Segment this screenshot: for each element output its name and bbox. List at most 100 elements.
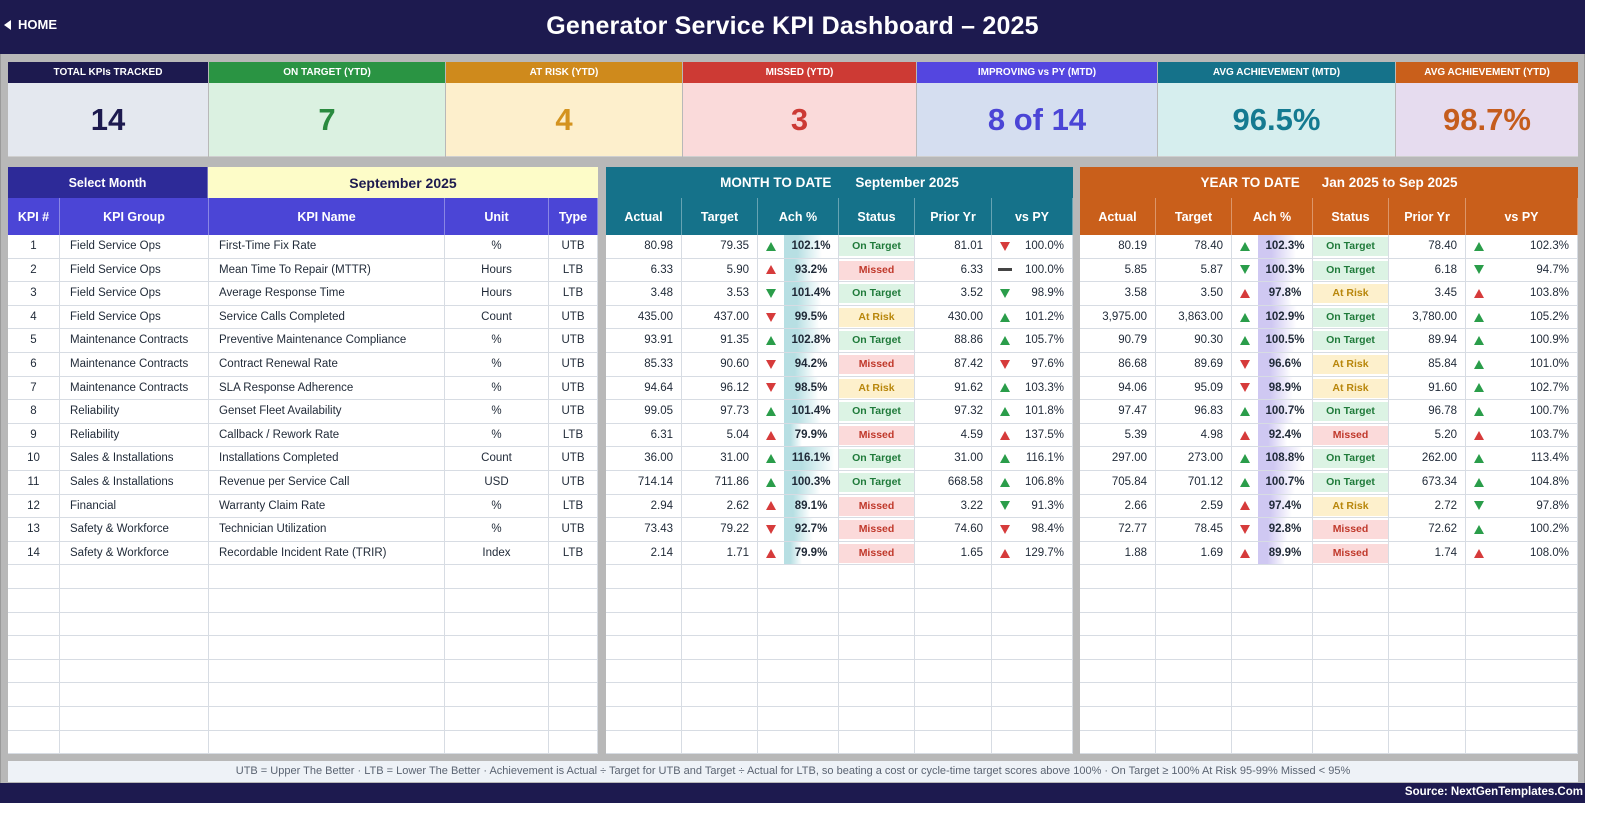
- table-row: [1080, 636, 1578, 660]
- status-badge: On Target: [839, 237, 914, 256]
- kpi-type: UTB: [549, 305, 598, 329]
- kpi-number: 2: [8, 258, 60, 282]
- target-value: [1156, 612, 1232, 636]
- target-value: 5.87: [1156, 258, 1232, 282]
- table-row: 80.19 78.40 102.3% On Target 78.40 102.3%: [1080, 235, 1578, 259]
- actual-value: [606, 612, 682, 636]
- kpi-group: Field Service Ops: [60, 305, 209, 329]
- kpi-unit: Count: [445, 447, 549, 470]
- kpi-unit: %: [445, 494, 549, 518]
- actual-value: 97.47: [1080, 400, 1156, 423]
- achievement-percent: 108.8%: [1258, 447, 1313, 470]
- kpi-card: TOTAL KPIs TRACKED 14: [8, 62, 208, 157]
- prior-year-value: 3.45: [1389, 282, 1466, 305]
- actual-value: [1080, 636, 1156, 659]
- arrow-down-icon: [1240, 265, 1250, 275]
- prior-year-value: [915, 565, 992, 588]
- status-cell: [839, 565, 915, 588]
- month-selector[interactable]: September 2025: [208, 167, 598, 198]
- achievement-arrow-cell: [1232, 377, 1258, 400]
- actual-header: Actual: [1080, 198, 1156, 235]
- table-row: 99.05 97.73 101.4% On Target 97.32 101.8%: [606, 400, 1073, 424]
- achievement-arrow-cell: [758, 377, 784, 400]
- table-row: 435.00 437.00 99.5% At Risk 430.00 101.2%: [606, 305, 1073, 330]
- kpi-name: Installations Completed: [209, 447, 445, 470]
- table-row: [8, 636, 598, 660]
- vs-py-arrow-cell: [1466, 282, 1491, 305]
- kpi-unit: %: [445, 400, 549, 423]
- home-button[interactable]: HOME: [4, 17, 57, 32]
- achievement-percent: 99.5%: [784, 305, 839, 329]
- vs-py-value: 129.7%: [1017, 541, 1073, 565]
- vs-py-arrow-cell: [992, 400, 1017, 423]
- actual-value: 80.19: [1080, 235, 1156, 258]
- prior-year-value: [915, 612, 992, 636]
- kpi-name: Service Calls Completed: [209, 305, 445, 329]
- status-cell: [839, 636, 915, 659]
- prior-year-value: [1389, 612, 1466, 636]
- achievement-percent: [1258, 683, 1313, 706]
- vs-py-arrow-cell: [992, 707, 1017, 730]
- vs-py-value: 113.4%: [1491, 447, 1578, 470]
- dash-icon: [997, 268, 1012, 272]
- arrow-down-icon: [766, 288, 776, 298]
- arrow-up-icon: [1240, 477, 1250, 487]
- table-row: [8, 683, 598, 707]
- prior-year-value: 88.86: [915, 329, 992, 352]
- kpi-number: 4: [8, 305, 60, 329]
- kpi-number-header: KPI #: [8, 198, 60, 235]
- table-row: 3.48 3.53 101.4% On Target 3.52 98.9%: [606, 282, 1073, 306]
- kpi-number: [8, 683, 60, 706]
- achievement-arrow-cell: [1232, 683, 1258, 706]
- kpi-card-value: 14: [8, 83, 208, 157]
- actual-value: [1080, 565, 1156, 588]
- achievement-percent: [1258, 589, 1313, 612]
- vs-py-value: 97.6%: [1017, 353, 1073, 376]
- vs-py-header: vs PY: [1466, 198, 1578, 235]
- vs-py-arrow-cell: [992, 471, 1017, 494]
- vs-py-arrow-cell: [1466, 636, 1491, 659]
- arrow-up-icon: [1240, 336, 1250, 346]
- target-value: [1156, 589, 1232, 612]
- achievement-percent: 98.9%: [1258, 376, 1313, 400]
- kpi-card: ON TARGET (YTD) 7: [209, 62, 445, 157]
- status-badge: On Target: [839, 449, 914, 469]
- status-cell: Missed: [839, 423, 915, 447]
- status-cell: [1313, 636, 1389, 659]
- achievement-arrow-cell: [758, 235, 784, 258]
- target-header: Target: [1156, 198, 1232, 235]
- mtd-title-bar: MONTH TO DATE September 2025: [606, 167, 1073, 198]
- vs-py-arrow-cell: [992, 636, 1017, 659]
- kpi-card-label: ON TARGET (YTD): [209, 62, 445, 83]
- table-row: [1080, 683, 1578, 707]
- vs-py-value: [1017, 730, 1073, 754]
- kpi-type: UTB: [549, 235, 598, 258]
- achievement-percent: 96.6%: [1258, 353, 1313, 376]
- header-bar: HOME Generator Service KPI Dashboard – 2…: [0, 0, 1585, 54]
- target-value: 5.04: [682, 423, 758, 447]
- achievement-arrow-cell: [1232, 329, 1258, 352]
- kpi-number: 12: [8, 494, 60, 518]
- vs-py-value: [1491, 683, 1578, 706]
- table-row: 10 Sales & Installations Installations Com…: [8, 447, 598, 471]
- vs-py-value: 103.3%: [1017, 376, 1073, 400]
- achievement-percent: 116.1%: [784, 447, 839, 470]
- achievement-percent: [784, 659, 839, 683]
- prior-year-value: 1.74: [1389, 541, 1466, 565]
- actual-value: 80.98: [606, 235, 682, 258]
- target-value: [1156, 730, 1232, 754]
- table-row: [606, 730, 1073, 755]
- status-header: Status: [839, 198, 915, 235]
- status-cell: On Target: [1313, 258, 1389, 282]
- target-value: 79.22: [682, 518, 758, 541]
- back-arrow-icon: [4, 19, 11, 30]
- table-row: 36.00 31.00 116.1% On Target 31.00 116.1%: [606, 447, 1073, 471]
- table-row: [606, 707, 1073, 731]
- kpi-name: Preventive Maintenance Compliance: [209, 329, 445, 352]
- achievement-percent: 100.5%: [1258, 329, 1313, 352]
- target-value: 2.59: [1156, 494, 1232, 518]
- vs-py-arrow-cell: [992, 353, 1017, 376]
- vs-py-arrow-cell: [1466, 447, 1491, 470]
- prior-year-value: 6.33: [915, 258, 992, 282]
- kpi-card-value: 8 of 14: [917, 83, 1157, 157]
